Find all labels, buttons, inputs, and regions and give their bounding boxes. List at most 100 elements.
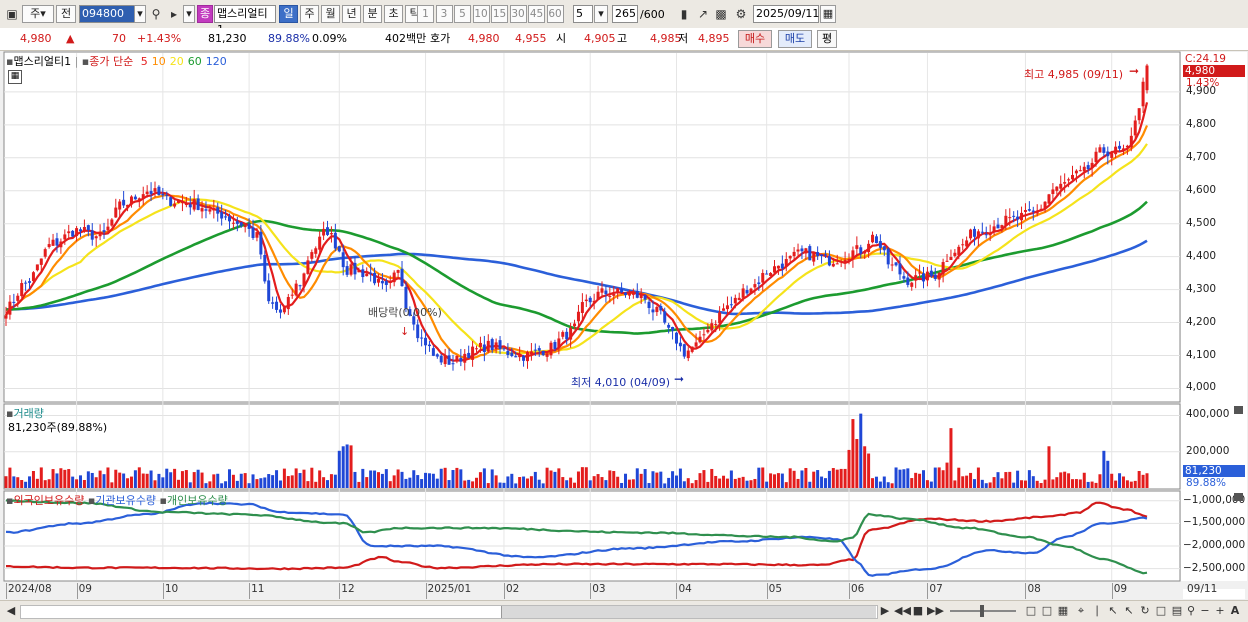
candle-body [761, 272, 765, 283]
volume-bar [604, 480, 608, 488]
scroll-left-icon[interactable]: ◀ [6, 604, 16, 617]
count-input[interactable]: 265 [612, 5, 638, 23]
zoom-slider-handle[interactable] [980, 605, 984, 617]
candle-body [137, 198, 141, 202]
period-button[interactable]: 초 [384, 5, 403, 23]
x-axis-tick [1025, 583, 1027, 599]
copy-icon[interactable]: □ [1025, 604, 1037, 617]
volume-bar [529, 476, 533, 488]
interval-button[interactable]: 30 [509, 5, 527, 23]
volume-bar [1035, 480, 1039, 488]
period-button[interactable]: 주 [300, 5, 319, 23]
copy-icon[interactable]: □ [1155, 604, 1167, 617]
candle [1016, 210, 1020, 228]
volume-bar [475, 477, 479, 488]
candle [1063, 173, 1067, 193]
cursor-icon[interactable]: ↖ [1124, 604, 1134, 617]
holding-tick-label: −1,500,000 [1183, 516, 1246, 529]
candle-body [169, 197, 173, 206]
candle [482, 335, 486, 362]
interval-button[interactable]: 15 [491, 5, 508, 23]
candle-body [729, 304, 733, 306]
candle [823, 250, 827, 259]
candle-body [702, 334, 706, 336]
search-icon[interactable]: ⚲ [1186, 604, 1196, 617]
panel-close-icon[interactable] [1234, 406, 1243, 414]
copy-icon[interactable]: □ [1041, 604, 1053, 617]
zoom-slider[interactable] [950, 605, 1016, 617]
search-icon[interactable]: ⚲ [151, 7, 161, 21]
prev-button[interactable]: 전 [56, 5, 76, 23]
speaker-dropdown-button[interactable]: ▾ [183, 5, 195, 23]
volume-bar [141, 473, 145, 488]
calendar-icon[interactable]: ▦ [820, 5, 836, 23]
crosshair-icon[interactable]: ⌖ [1077, 604, 1085, 617]
table-icon[interactable]: ▦ [1057, 604, 1069, 617]
chart-type-select[interactable]: 주▾ [22, 5, 54, 23]
interval-button[interactable]: 10 [472, 5, 490, 23]
interval-button[interactable]: 45 [528, 5, 545, 23]
candle [953, 249, 957, 258]
candle-body [827, 256, 831, 266]
volume-bar [541, 483, 545, 488]
save-icon[interactable]: ▩ [715, 7, 727, 21]
volume-bar [122, 473, 126, 488]
eval-button[interactable]: 평 [817, 30, 837, 48]
date-input[interactable]: 2025/09/11 [753, 5, 819, 23]
speaker-icon[interactable]: ▸ [170, 7, 178, 21]
candle-body [945, 260, 949, 262]
period-button[interactable]: 년 [342, 5, 361, 23]
candle-icon[interactable]: ▮ [680, 7, 688, 21]
volume-bar [584, 467, 588, 488]
interval-input[interactable]: 5 [573, 5, 593, 23]
interval-button[interactable]: 1 [417, 5, 434, 23]
grid-icon[interactable]: ▦ [8, 70, 22, 84]
interval-button[interactable]: 60 [546, 5, 564, 23]
scroll-right-icon[interactable]: ▶ [880, 604, 890, 617]
period-button[interactable]: 일 [279, 5, 298, 23]
price-tick-label: 4,900 [1186, 84, 1217, 97]
ruler-icon[interactable]: ∣ [1094, 604, 1100, 617]
lock-icon[interactable]: ▤ [1171, 604, 1183, 617]
candle-body [98, 231, 102, 237]
buy-button[interactable]: 매수 [738, 30, 772, 48]
candle-body [94, 236, 98, 239]
period-button[interactable]: 월 [321, 5, 340, 23]
volume-bar [75, 479, 79, 488]
candle-body [380, 281, 384, 284]
cursor-icon[interactable]: ↖ [1108, 604, 1118, 617]
stock-name-field[interactable]: 맵스리얼티1 [214, 5, 276, 36]
scroll-track[interactable] [20, 605, 878, 619]
gear-icon[interactable]: ⚙ [735, 7, 747, 21]
candle [620, 282, 624, 294]
interval-button[interactable]: 5 [454, 5, 471, 23]
stock-code-input[interactable]: 094800 [79, 5, 135, 23]
candle-body [667, 324, 671, 328]
price-tick-label: 4,300 [1186, 282, 1217, 295]
text-tool-icon[interactable]: A [1230, 604, 1240, 617]
code-dropdown-button[interactable]: ▾ [134, 5, 146, 23]
x-axis-tick [249, 583, 251, 599]
volume-bar [200, 472, 204, 488]
candle-body [902, 276, 906, 279]
panel-close-icon[interactable] [1234, 493, 1243, 501]
sell-button[interactable]: 매도 [778, 30, 812, 48]
volume-bar [267, 474, 271, 488]
volume-bar [733, 478, 737, 488]
rewind-icon[interactable]: ◀◀ [894, 604, 911, 617]
stop-icon[interactable]: ■ [912, 604, 924, 617]
interval-button[interactable]: 3 [435, 5, 453, 23]
candle-body [1059, 183, 1063, 189]
zoom-out-icon[interactable]: − [1200, 604, 1210, 617]
volume-bar [647, 483, 651, 488]
candle-body [337, 246, 341, 252]
chart-layout-icon[interactable]: ▣ [6, 7, 18, 21]
zoom-in-icon[interactable]: + [1215, 604, 1225, 617]
fast-forward-icon[interactable]: ▶▶ [927, 604, 944, 617]
line-tool-icon[interactable]: ↗ [697, 7, 709, 21]
volume-bar [788, 468, 792, 488]
refresh-icon[interactable]: ↻ [1140, 604, 1150, 617]
period-button[interactable]: 분 [363, 5, 382, 23]
interval-dropdown-button[interactable]: ▾ [594, 5, 608, 23]
scroll-thumb[interactable] [501, 606, 876, 618]
